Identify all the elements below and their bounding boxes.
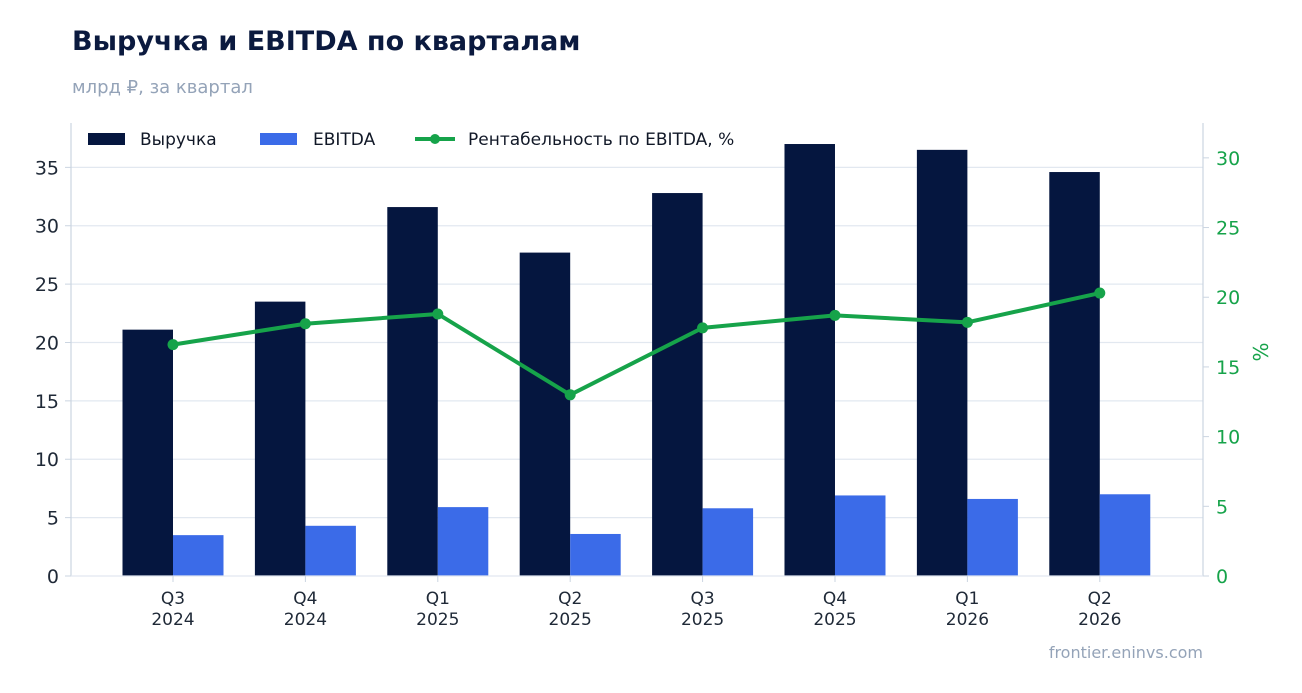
x-tick-label-year: 2024 [284, 610, 327, 630]
x-tick-label-year: 2025 [549, 610, 592, 630]
left-tick-label: 10 [35, 449, 59, 471]
right-tick-label: 25 [1216, 218, 1240, 240]
revenue-bar [784, 144, 835, 577]
legend-margin-swatch-point [430, 134, 440, 144]
legend-revenue-swatch [88, 133, 125, 145]
margin-point [167, 339, 179, 351]
ebitda-bar [702, 508, 754, 576]
legend: Выручка EBITDA Рентабельность по EBITDA, % [88, 130, 734, 150]
right-axis-label: % [1249, 342, 1273, 361]
right-tick-label: 10 [1216, 427, 1240, 449]
left-tick-label: 25 [35, 274, 59, 296]
x-tick-label-quarter: Q4 [823, 589, 847, 609]
revenue-bar [519, 252, 571, 576]
left-tick-label: 0 [47, 566, 59, 588]
margin-series-line [171, 291, 1102, 397]
x-tick-label-year: 2026 [1078, 610, 1121, 630]
chart-title: Выручка и EBITDA по кварталам [72, 26, 581, 57]
source-label: frontier.eninvs.com [1048, 643, 1203, 662]
chart-subtitle: млрд ₽, за квартал [72, 77, 253, 98]
left-tick-label: 35 [35, 157, 59, 179]
ebitda-bar [1099, 494, 1151, 576]
revenue-bar [652, 193, 703, 576]
ebitda-bar [570, 533, 621, 576]
x-tick-label-quarter: Q1 [426, 589, 450, 609]
ebitda-bar [834, 495, 886, 576]
left-tick-label: 15 [35, 391, 59, 413]
left-tick-label: 30 [35, 216, 59, 238]
left-tick-label: 20 [35, 332, 59, 354]
x-tick-label-year: 2025 [681, 610, 724, 630]
grid-lines [71, 166, 1203, 519]
margin-point [1094, 287, 1106, 299]
margin-point [697, 322, 709, 334]
right-tick-label: 30 [1216, 148, 1240, 170]
axes: 05101520253035051015202530%Q32024Q42024Q… [35, 123, 1273, 630]
revenue-bar [1049, 172, 1100, 577]
right-tick-label: 20 [1216, 287, 1240, 309]
x-tick-label-quarter: Q1 [955, 589, 979, 609]
ebitda-bar [437, 507, 489, 576]
x-tick-label-quarter: Q4 [293, 589, 317, 609]
x-tick-label-quarter: Q2 [1088, 589, 1112, 609]
margin-point [961, 316, 973, 328]
revenue-bar [254, 301, 306, 576]
revenue-bar [122, 329, 173, 576]
right-tick-label: 0 [1216, 566, 1228, 588]
right-tick-label: 5 [1216, 496, 1228, 518]
legend-ebitda-swatch [260, 133, 297, 145]
x-tick-label-year: 2025 [416, 610, 459, 630]
margin-point [829, 309, 841, 321]
right-tick-label: 15 [1216, 357, 1240, 379]
legend-margin-label: Рентабельность по EBITDA, % [468, 130, 734, 150]
x-tick-label-quarter: Q3 [161, 589, 185, 609]
ebitda-bar [967, 498, 1018, 576]
x-tick-label-quarter: Q2 [558, 589, 582, 609]
margin-line [167, 287, 1106, 401]
x-tick-label-year: 2024 [151, 610, 194, 630]
left-tick-label: 5 [47, 508, 59, 530]
margin-point [564, 389, 576, 401]
margin-point [299, 318, 311, 330]
margin-point [432, 308, 444, 320]
revenue-bar [916, 149, 968, 576]
ebitda-bar [173, 535, 224, 576]
x-tick-label-year: 2026 [946, 610, 989, 630]
x-tick-label-year: 2025 [813, 610, 856, 630]
x-tick-label-quarter: Q3 [690, 589, 714, 609]
ebitda-bar [305, 525, 356, 576]
revenue-bar [387, 207, 438, 576]
legend-revenue-label: Выручка [140, 130, 217, 150]
legend-ebitda-label: EBITDA [313, 130, 376, 150]
bars [122, 144, 1151, 577]
